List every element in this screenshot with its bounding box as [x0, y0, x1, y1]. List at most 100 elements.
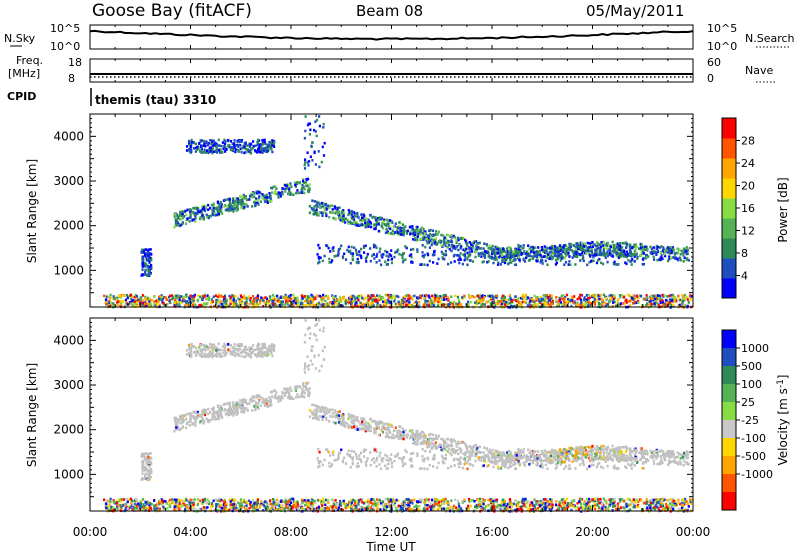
power-echo: [649, 302, 652, 306]
power-echo: [533, 302, 536, 305]
velocity-echo: [324, 410, 328, 414]
power-echo: [192, 211, 195, 214]
velocity-echo: [356, 415, 359, 419]
power-echo: [296, 296, 299, 300]
power-echo: [342, 256, 345, 260]
power-echo: [278, 191, 281, 195]
velocity-echo: [502, 453, 505, 457]
power-echo: [556, 257, 560, 260]
power-echo: [147, 254, 150, 257]
power-echo: [355, 261, 358, 264]
power-echo: [678, 303, 681, 307]
velocity-echo: [602, 449, 605, 453]
velocity-echo: [385, 428, 388, 432]
power-echo: [361, 297, 364, 300]
velocity-echo: [185, 417, 188, 421]
power-echo: [228, 203, 231, 207]
power-echo: [153, 302, 156, 305]
power-echo: [427, 294, 431, 298]
power-echo: [284, 299, 288, 303]
power-echo: [131, 299, 135, 302]
power-echo: [657, 303, 660, 307]
power-echo: [190, 138, 193, 142]
power-echo: [350, 298, 354, 301]
power-echo: [477, 254, 480, 258]
power-echo: [254, 204, 257, 208]
power-echo: [224, 140, 227, 143]
power-echo: [197, 146, 200, 150]
power-echo: [199, 150, 202, 153]
power-echo: [205, 149, 209, 153]
power-echo: [308, 133, 311, 136]
power-echo: [219, 202, 222, 205]
power-echo: [190, 140, 194, 144]
power-echo: [213, 211, 216, 214]
power-echo: [319, 206, 322, 209]
velocity-echo: [245, 407, 248, 410]
velocity-echo: [401, 427, 404, 430]
power-echo: [434, 237, 437, 240]
power-echo: [257, 147, 260, 151]
power-echo: [619, 295, 622, 299]
power-echo: [192, 147, 195, 150]
power-echo: [429, 304, 432, 307]
power-echo: [332, 249, 335, 253]
power-echo: [160, 294, 163, 297]
power-echo: [208, 296, 211, 299]
power-echo: [457, 258, 460, 262]
power-echo: [258, 150, 261, 153]
power-echo: [223, 294, 226, 298]
power-echo: [613, 244, 616, 247]
velocity-echo: [552, 450, 555, 453]
power-echo: [230, 146, 233, 149]
power-echo: [672, 249, 675, 252]
power-echo: [381, 221, 384, 225]
velocity-echo: [364, 426, 367, 429]
velocity-echo: [264, 400, 267, 403]
velocity-echo: [184, 413, 187, 417]
power-echo: [402, 226, 405, 230]
power-echo: [119, 300, 122, 303]
velocity-echo: [367, 422, 370, 426]
power-echo: [256, 151, 259, 154]
power-echo: [256, 294, 260, 298]
power-echo: [559, 259, 562, 262]
power-echo: [597, 258, 600, 262]
power-echo: [198, 141, 201, 145]
power-echo: [422, 303, 425, 306]
velocity-echo: [269, 403, 272, 407]
power-echo: [316, 202, 319, 205]
power-echo: [468, 247, 471, 250]
power-echo: [602, 300, 605, 303]
power-echo: [366, 252, 369, 256]
power-echo: [581, 257, 584, 261]
power-echo: [236, 197, 240, 201]
power-echo: [428, 296, 431, 299]
power-echo: [156, 303, 159, 306]
power-echo: [426, 299, 429, 303]
velocity-echo: [282, 391, 285, 395]
power-echo: [223, 303, 226, 306]
power-echo: [253, 192, 256, 195]
power-echo: [308, 297, 311, 301]
power-echo: [183, 215, 186, 218]
velocity-echo: [347, 412, 350, 416]
power-echo: [625, 244, 628, 248]
power-echo: [261, 148, 264, 152]
power-echo: [162, 295, 165, 299]
power-echo: [351, 252, 355, 255]
power-echo: [337, 302, 341, 305]
velocity-echo: [281, 391, 284, 394]
power-echo: [435, 243, 438, 246]
power-echo: [384, 300, 387, 304]
power-echo: [343, 298, 346, 301]
power-echo: [188, 297, 191, 301]
power-echo: [652, 294, 655, 298]
power-echo: [271, 191, 274, 194]
power-echo: [492, 301, 496, 304]
power-echo: [192, 299, 195, 303]
power-echo: [236, 199, 239, 203]
power-echo: [222, 296, 225, 299]
power-echo: [264, 302, 267, 305]
power-echo: [144, 273, 147, 276]
